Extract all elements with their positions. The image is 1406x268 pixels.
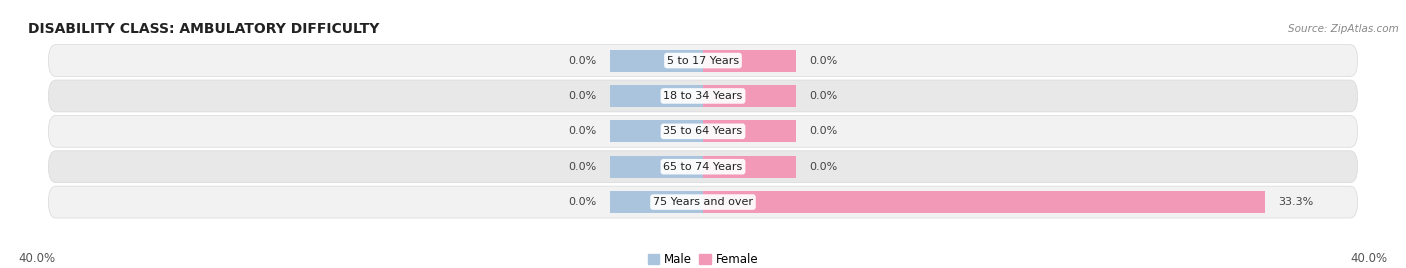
Bar bbox=[703, 156, 796, 178]
Text: 0.0%: 0.0% bbox=[568, 162, 596, 172]
Text: 18 to 34 Years: 18 to 34 Years bbox=[664, 91, 742, 101]
Text: 40.0%: 40.0% bbox=[1351, 252, 1388, 265]
Text: 40.0%: 40.0% bbox=[18, 252, 55, 265]
Text: 0.0%: 0.0% bbox=[568, 55, 596, 66]
Text: 0.0%: 0.0% bbox=[568, 197, 596, 207]
Bar bbox=[703, 191, 1265, 213]
Text: 75 Years and over: 75 Years and over bbox=[652, 197, 754, 207]
Bar bbox=[703, 50, 796, 72]
Bar bbox=[703, 120, 796, 142]
Text: 0.0%: 0.0% bbox=[568, 126, 596, 136]
Text: Source: ZipAtlas.com: Source: ZipAtlas.com bbox=[1288, 24, 1399, 34]
FancyBboxPatch shape bbox=[48, 151, 1358, 183]
Text: 35 to 64 Years: 35 to 64 Years bbox=[664, 126, 742, 136]
FancyBboxPatch shape bbox=[48, 186, 1358, 218]
FancyBboxPatch shape bbox=[48, 45, 1358, 76]
FancyBboxPatch shape bbox=[48, 80, 1358, 112]
Text: 5 to 17 Years: 5 to 17 Years bbox=[666, 55, 740, 66]
Text: 0.0%: 0.0% bbox=[568, 91, 596, 101]
FancyBboxPatch shape bbox=[48, 116, 1358, 147]
Text: 33.3%: 33.3% bbox=[1278, 197, 1313, 207]
Legend: Male, Female: Male, Female bbox=[643, 248, 763, 268]
Text: 0.0%: 0.0% bbox=[810, 91, 838, 101]
Bar bbox=[703, 85, 796, 107]
Bar bbox=[610, 156, 703, 178]
Bar bbox=[610, 50, 703, 72]
Bar bbox=[610, 120, 703, 142]
Bar bbox=[610, 85, 703, 107]
Text: 0.0%: 0.0% bbox=[810, 55, 838, 66]
Text: 65 to 74 Years: 65 to 74 Years bbox=[664, 162, 742, 172]
Text: 0.0%: 0.0% bbox=[810, 126, 838, 136]
Bar bbox=[610, 191, 703, 213]
Text: DISABILITY CLASS: AMBULATORY DIFFICULTY: DISABILITY CLASS: AMBULATORY DIFFICULTY bbox=[28, 22, 380, 36]
Text: 0.0%: 0.0% bbox=[810, 162, 838, 172]
